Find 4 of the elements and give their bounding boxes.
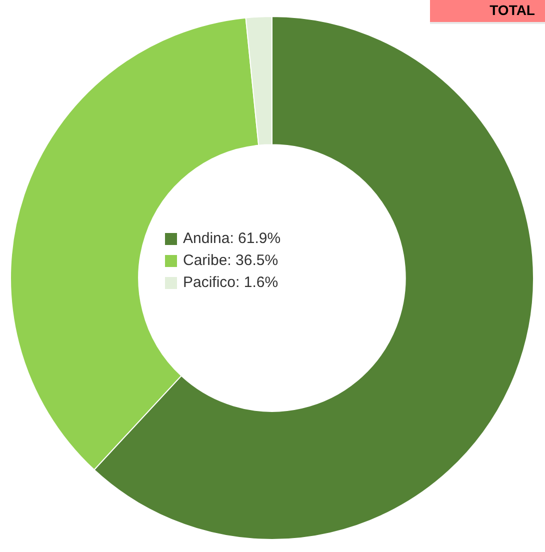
legend-label: Pacifico: 1.6% [183,274,278,292]
legend-label: Caribe: 36.5% [183,252,278,270]
text: TOTAL [430,0,545,24]
legend-label: Andina: 61.9% [183,230,281,248]
